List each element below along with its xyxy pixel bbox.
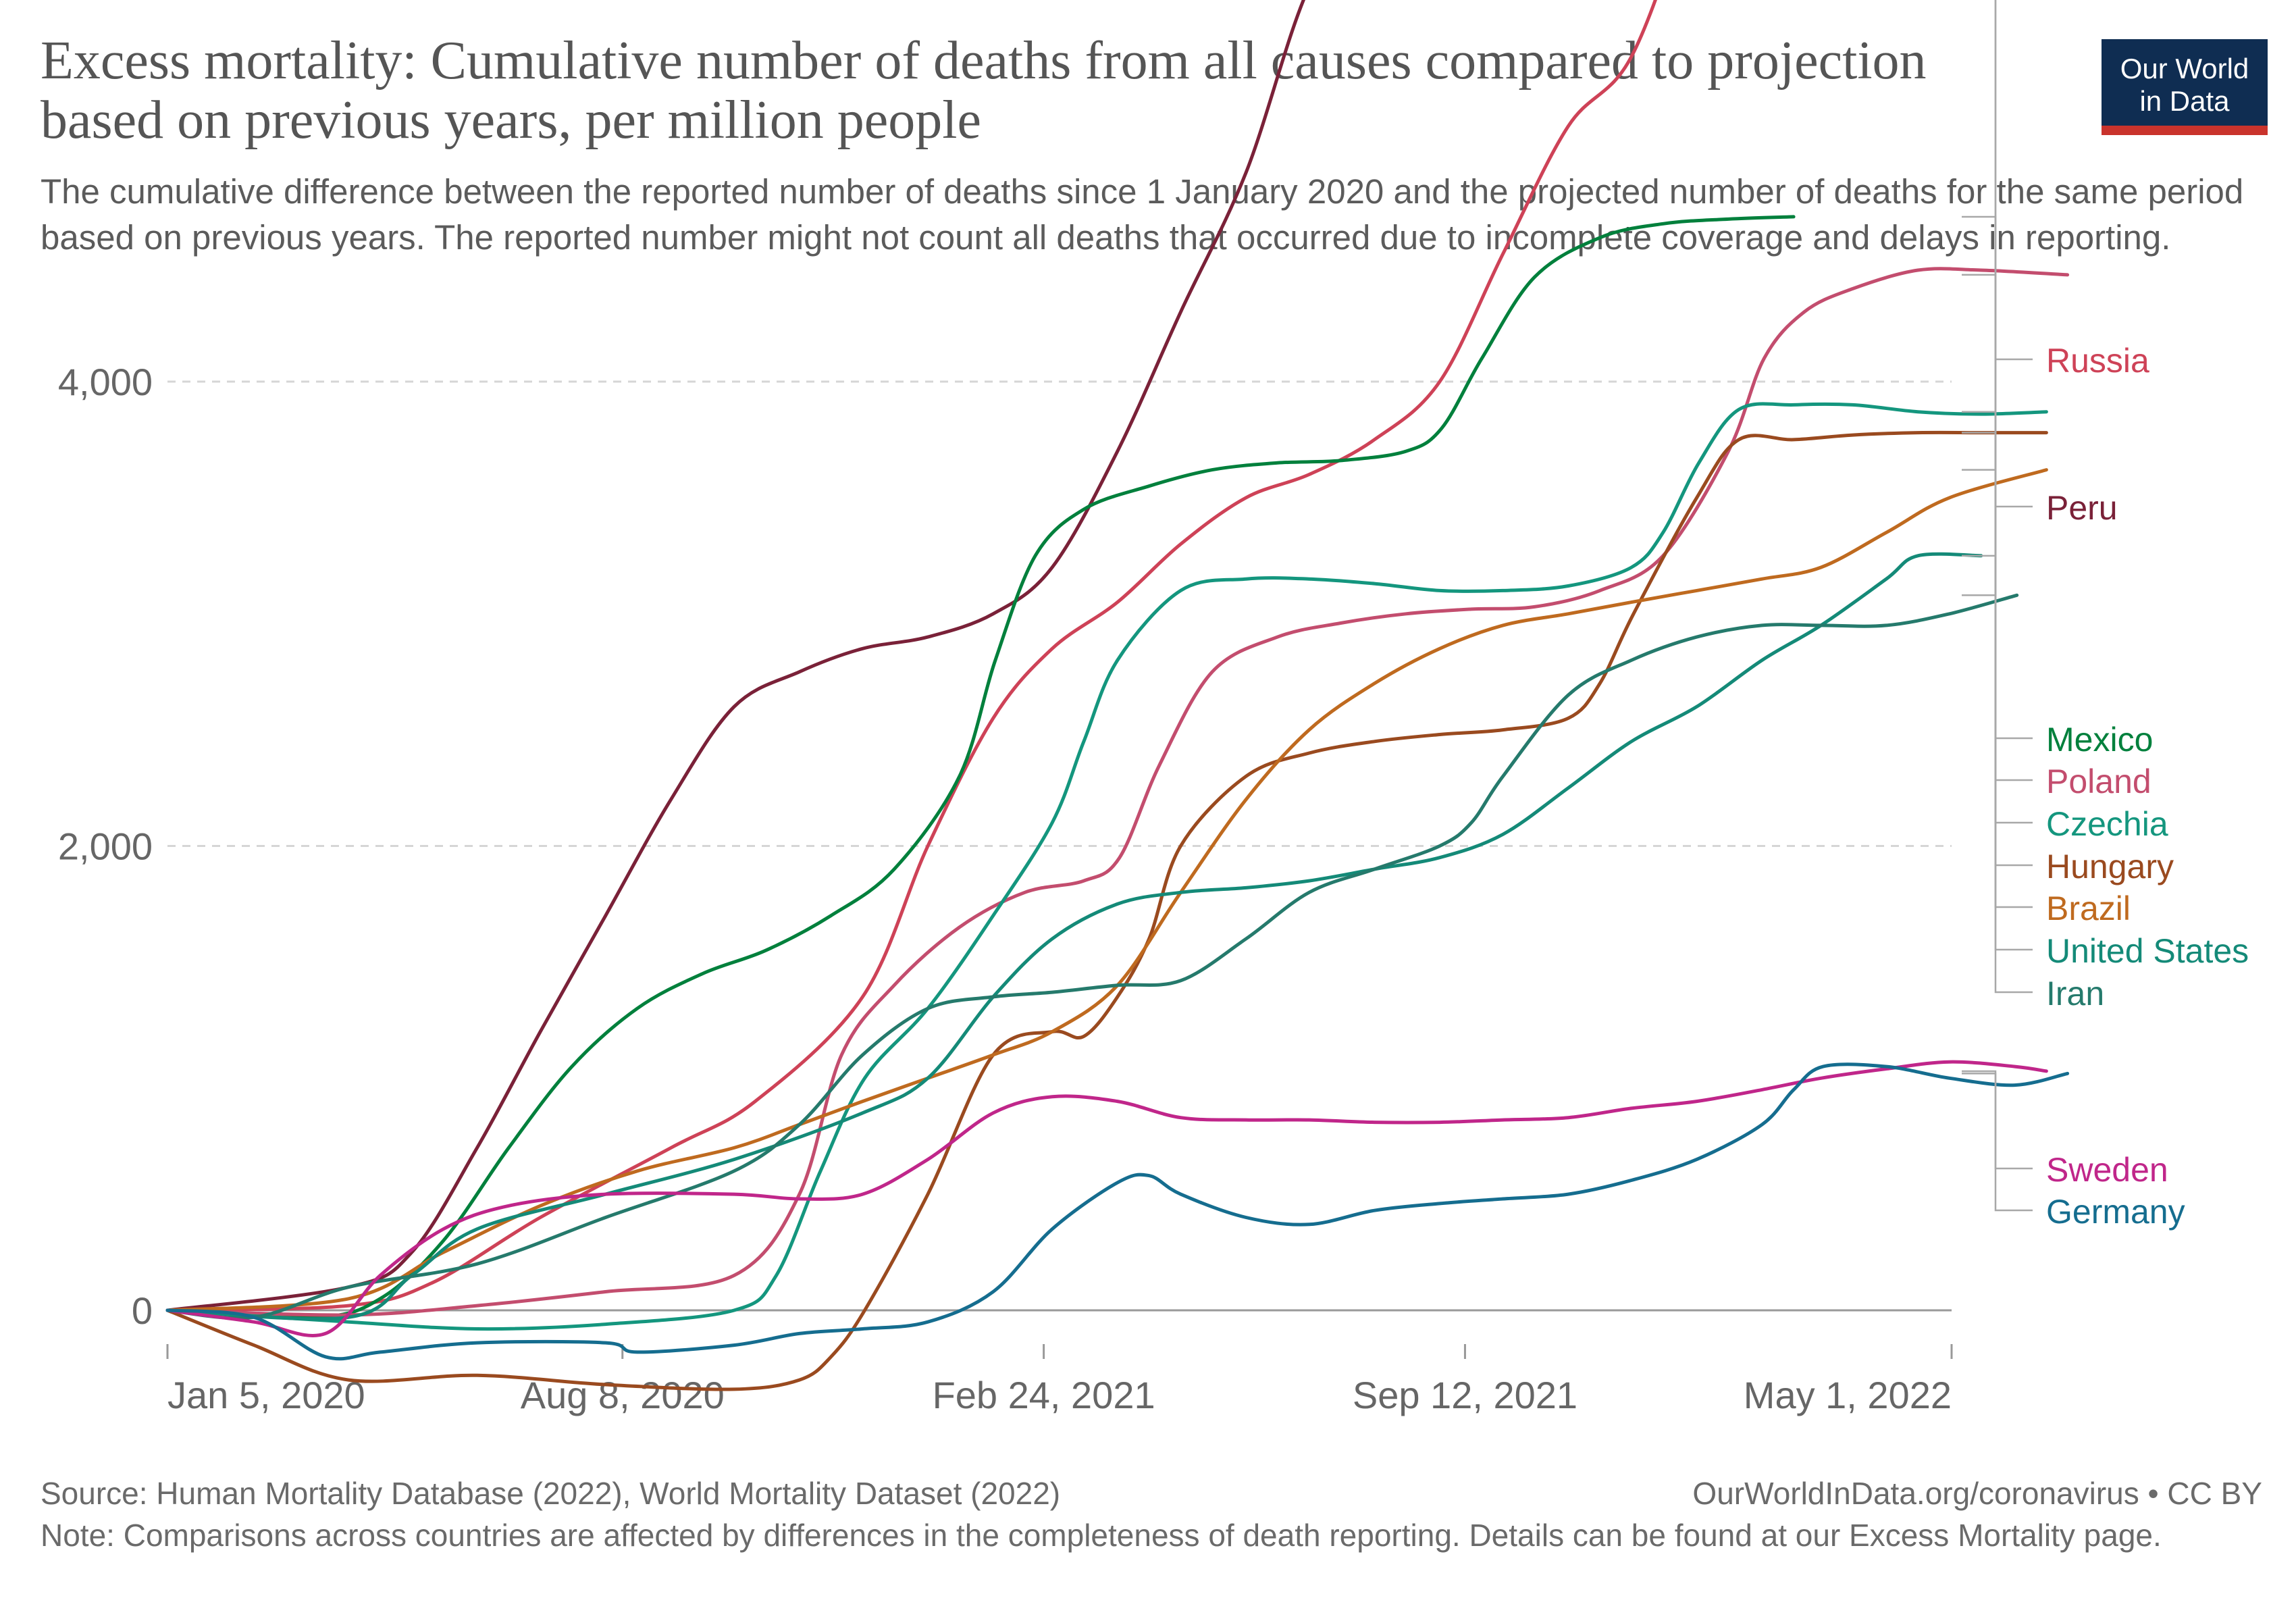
series-line-hungary [165,430,2048,1391]
series-line-mexico [165,215,1796,1320]
source-text: Source: Human Mortality Database (2022),… [41,1476,1061,1511]
series-line-germany [165,1062,2070,1361]
legend-leader-germany [1962,1073,2033,1212]
legend-leader-russia [1994,0,2033,361]
owid-logo[interactable]: Our World in Data [2102,39,2268,135]
legend-label-hungary: Hungary [2046,848,2174,885]
legend-label-sweden: Sweden [2046,1151,2168,1189]
series-lines [165,0,2070,1391]
legend-label-czechia: Czechia [2046,805,2168,843]
grid-lines [167,380,1952,1312]
series-line-united-states [165,552,1983,1321]
legend-label-brazil: Brazil [2046,890,2131,927]
legend-leader-hungary [1962,432,2033,867]
legend: Russia Peru Mexico Poland Czechia Hungary Braz… [1962,0,2249,1231]
y-tick-label-2: 4,000 [58,361,153,403]
legend-leader-iran [1962,594,2033,994]
x-tick-label-4: May 1, 2022 [1744,1374,1952,1416]
logo-line-1: Our World [2120,53,2249,84]
series-line-russia [165,0,1657,1312]
x-tick-label-3: Sep 12, 2021 [1353,1374,1577,1416]
legend-label-germany: Germany [2046,1193,2185,1231]
series-line-peru [165,0,1306,1312]
y-tick-label-0: 0 [132,1289,153,1332]
series-line-sweden [165,1060,2048,1338]
series-line-brazil [165,468,2048,1312]
series-line-iran [165,593,2019,1320]
footer: Source: Human Mortality Database (2022),… [41,1472,2262,1556]
x-axis: Jan 5, 2020 Aug 8, 2020 Feb 24, 2021 Sep 12… [166,1344,1953,1416]
series-line-poland [165,267,2070,1317]
x-tick-label-0: Jan 5, 2020 [167,1374,365,1416]
chart-title: Excess mortality: Cumulative number of d… [41,31,1927,150]
credit-link[interactable]: OurWorldInData.org/coronavirus • CC BY [1692,1476,2262,1511]
legend-label-peru: Peru [2046,489,2118,527]
legend-leader-peru [1994,0,2033,508]
legend-label-russia: Russia [2046,342,2149,380]
chart-subtitle: The cumulative difference between the re… [41,172,2244,257]
x-tick-label-2: Feb 24, 2021 [933,1374,1155,1416]
legend-label-poland: Poland [2046,763,2151,800]
note-text: Note: Comparisons across countries are a… [41,1518,2162,1553]
legend-leader-czechia [1962,411,2033,824]
legend-leader-brazil [1962,469,2033,908]
legend-leader-poland [1962,274,2033,781]
legend-leader-united-states [1962,555,2033,951]
legend-label-mexico: Mexico [2046,721,2153,758]
logo-accent-bar [2102,126,2268,135]
legend-label-iran: Iran [2046,975,2104,1012]
y-tick-label-1: 2,000 [58,825,153,868]
logo-line-2: in Data [2139,85,2230,117]
legend-label-united-states: United States [2046,932,2249,970]
series-line-czechia [165,402,2048,1331]
